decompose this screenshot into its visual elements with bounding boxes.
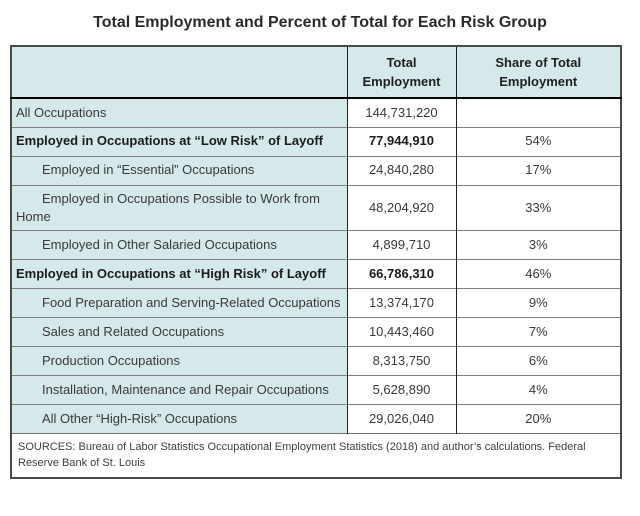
table-row: Employed in Occupations at “Low Risk” of…	[11, 126, 621, 156]
share-of-total-value: 9%	[455, 287, 621, 318]
total-employment-value: 10,443,460	[346, 316, 456, 347]
table-row: All Other “High-Risk” Occupations 29,026,…	[11, 403, 621, 434]
total-employment-value: 144,731,220	[346, 97, 456, 127]
column-header-total-employment: Total Employment	[346, 46, 456, 99]
sources-row: SOURCES: Bureau of Labor Statistics Occu…	[11, 432, 621, 478]
column-header-empty	[11, 46, 347, 99]
occupation-label: Production Occupations	[11, 345, 347, 376]
table-row: Installation, Maintenance and Repair Occ…	[11, 374, 621, 405]
share-of-total-value: 46%	[455, 258, 621, 289]
table-row: All Occupations 144,731,220	[11, 97, 621, 127]
total-employment-value: 8,313,750	[346, 345, 456, 376]
table-row: Employed in “Essential” Occupations 24,84…	[11, 155, 621, 185]
table-row: Food Preparation and Serving-Related Occ…	[11, 287, 621, 318]
occupation-label: Sales and Related Occupations	[11, 316, 347, 347]
share-of-total-value: 17%	[455, 155, 621, 185]
occupation-label: Food Preparation and Serving-Related Occ…	[11, 287, 347, 318]
total-employment-value: 4,899,710	[346, 229, 456, 260]
risk-group-table: Total Employment Share of Total Employme…	[10, 45, 622, 479]
table-header: Total Employment Share of Total Employme…	[11, 46, 621, 99]
occupation-label: Employed in Occupations at “High Risk” o…	[11, 258, 347, 289]
total-employment-value: 24,840,280	[346, 155, 456, 185]
total-employment-value: 13,374,170	[346, 287, 456, 318]
header-row: Total Employment Share of Total Employme…	[11, 46, 621, 99]
share-of-total-value: 3%	[455, 229, 621, 260]
total-employment-value: 77,944,910	[346, 126, 456, 156]
share-of-total-value: 20%	[455, 403, 621, 434]
total-employment-value: 66,786,310	[346, 258, 456, 289]
page-title: Total Employment and Percent of Total fo…	[93, 14, 547, 31]
occupation-label: All Occupations	[11, 97, 347, 127]
occupation-label: Employed in “Essential” Occupations	[11, 155, 347, 185]
table-row: Employed in Other Salaried Occupations 4,…	[11, 229, 621, 260]
table-footer: SOURCES: Bureau of Labor Statistics Occu…	[11, 432, 621, 478]
share-of-total-value	[455, 97, 621, 127]
total-employment-value: 29,026,040	[346, 403, 456, 434]
occupation-label: Employed in Occupations at “Low Risk” of…	[11, 126, 347, 156]
table-row: Employed in Occupations Possible to Work…	[11, 184, 621, 231]
sources-note: SOURCES: Bureau of Labor Statistics Occu…	[11, 432, 621, 478]
column-header-share-of-total: Share of Total Employment	[455, 46, 621, 99]
table-body: All Occupations 144,731,220 Employed in Oc…	[11, 97, 621, 434]
share-of-total-value: 4%	[455, 374, 621, 405]
table-row: Sales and Related Occupations 10,443,460 7…	[11, 316, 621, 347]
occupation-label: All Other “High-Risk” Occupations	[11, 403, 347, 434]
occupation-label: Installation, Maintenance and Repair Occ…	[11, 374, 347, 405]
total-employment-value: 5,628,890	[346, 374, 456, 405]
total-employment-value: 48,204,920	[346, 184, 456, 231]
share-of-total-value: 54%	[455, 126, 621, 156]
table-row: Production Occupations 8,313,750 6%	[11, 345, 621, 376]
table-row: Employed in Occupations at “High Risk” o…	[11, 258, 621, 289]
share-of-total-value: 7%	[455, 316, 621, 347]
share-of-total-value: 33%	[455, 184, 621, 231]
occupation-label: Employed in Occupations Possible to Work…	[11, 184, 347, 231]
occupation-label: Employed in Other Salaried Occupations	[11, 229, 347, 260]
share-of-total-value: 6%	[455, 345, 621, 376]
